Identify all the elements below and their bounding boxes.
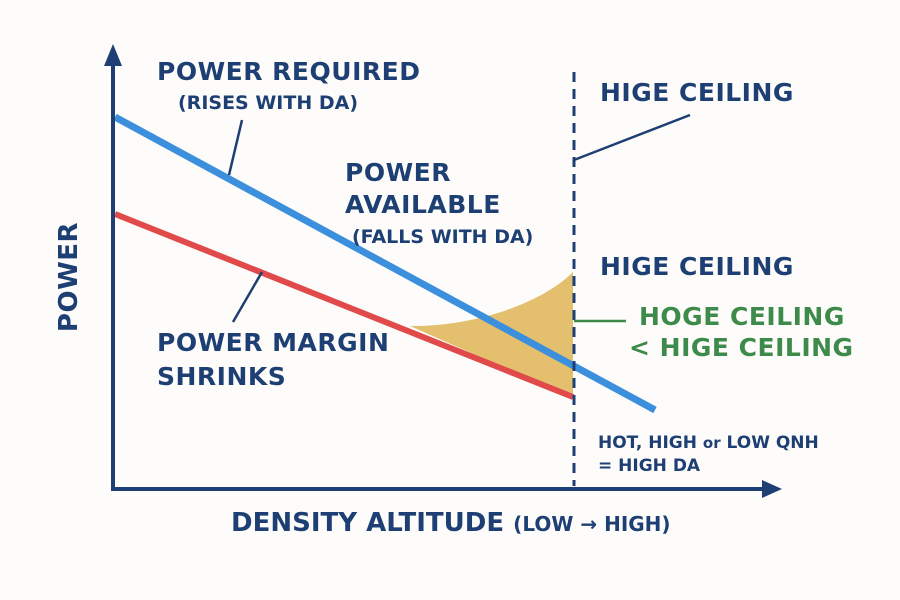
power-required-line [113,113,657,414]
power-available-line1: POWER [345,158,451,187]
power-available-note: (FALLS WITH DA) [352,226,534,248]
y-axis-label: POWER [54,221,85,333]
hige-ceiling-top-label: HIGE CEILING [600,78,794,107]
footnote-line2: = HIGH DA [598,456,701,476]
footnote-line1: HOT, HIGH or LOW QNH [598,433,819,453]
leader-hige-ceiling-top [573,113,691,162]
power-required-title: POWER REQUIRED [157,57,421,86]
power-available-line [113,211,575,400]
x-axis-arrowhead [762,480,782,498]
x-axis-label-group: DENSITY ALTITUDE (LOW → HIGH) [231,508,671,538]
leader-power-required [227,119,244,176]
leader-power-margin [231,271,264,323]
y-axis-arrowhead [104,44,122,66]
footnote-part2: LOW QNH [720,433,819,453]
power-margin-line1: POWER MARGIN [157,328,390,357]
x-axis-label: DENSITY ALTITUDE [231,508,505,538]
power-available-line2: AVAILABLE [345,190,501,219]
hoge-ceiling-line2: < HIGE CEILING [629,333,854,362]
power-margin-line2: SHRINKS [157,362,287,391]
power-margin-area [410,272,573,398]
hoge-ceiling-line1: HOGE CEILING [639,302,845,331]
x-axis-label-paren: (LOW → HIGH) [513,512,671,536]
power-required-note: (RISES WITH DA) [178,92,359,114]
hige-ceiling-mid-label: HIGE CEILING [600,252,794,281]
footnote-or: or [702,434,721,452]
footnote-part1: HOT, HIGH [598,433,703,453]
